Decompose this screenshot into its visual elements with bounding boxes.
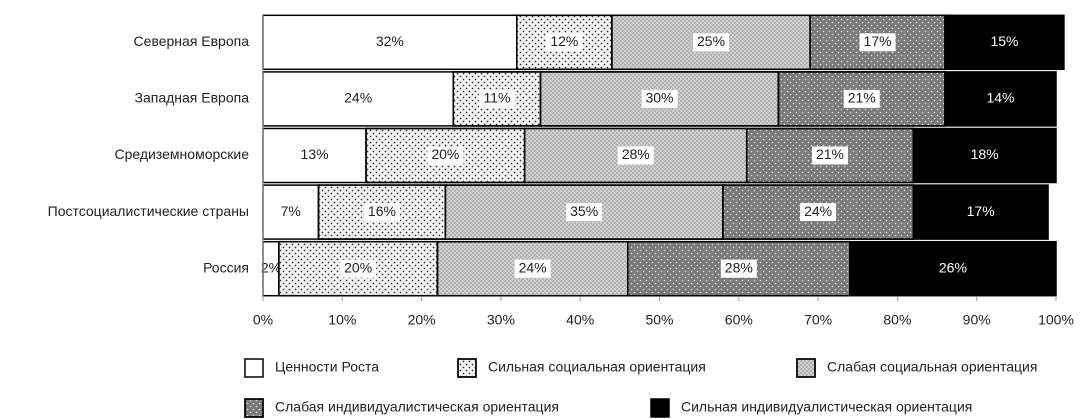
label-bg — [617, 146, 654, 165]
value-label: 17% — [864, 33, 892, 49]
value-label: 16% — [368, 203, 396, 219]
legend-label: Слабая индивидуалистическая ориентация — [275, 399, 559, 415]
x-tick-label: 60% — [725, 312, 753, 328]
x-tick-label: 0% — [253, 312, 273, 328]
legend-label: Сильная социальная ориентация — [488, 359, 706, 375]
label-bg — [859, 33, 896, 52]
legend-label: Сильная индивидуалистическая ориентация — [681, 399, 972, 415]
category-label: Россия — [203, 259, 249, 275]
legend-label: Ценности Роста — [275, 359, 379, 375]
bar-segment — [912, 127, 1057, 184]
label-bg — [427, 146, 464, 165]
value-label: 7% — [281, 203, 301, 219]
value-label: 2% — [261, 259, 281, 275]
label-bg — [800, 203, 837, 222]
x-tick-label: 30% — [487, 312, 515, 328]
value-label: 25% — [697, 33, 725, 49]
bar-segment — [262, 184, 320, 240]
label-bg — [478, 89, 515, 108]
label-bg — [641, 89, 678, 108]
label-bg — [720, 259, 757, 278]
label-bg — [546, 33, 583, 52]
bar-segment — [912, 184, 1049, 240]
label-bg — [514, 259, 551, 278]
category-label: Постсоциалистические страны — [48, 203, 249, 219]
bar-segment — [849, 240, 1057, 297]
category-label: Западная Европа — [135, 90, 250, 106]
value-label: 24% — [344, 90, 372, 106]
x-tick-label: 100% — [1038, 312, 1074, 328]
x-tick-label: 20% — [408, 312, 436, 328]
bar-segment — [944, 71, 1057, 127]
value-label: 18% — [971, 146, 999, 162]
label-bg — [363, 203, 400, 222]
legend-label: Слабая социальная ориентация — [827, 359, 1037, 375]
category-label: Средиземноморские — [115, 146, 250, 162]
x-tick-label: 50% — [645, 312, 673, 328]
legend-swatch — [244, 358, 264, 378]
label-bg — [843, 89, 880, 108]
value-label: 24% — [519, 259, 547, 275]
value-label: 28% — [622, 146, 650, 162]
label-bg — [693, 33, 730, 52]
x-tick-label: 10% — [328, 312, 356, 328]
value-label: 24% — [804, 203, 832, 219]
label-bg — [811, 146, 848, 165]
x-tick-label: 70% — [804, 312, 832, 328]
value-label: 12% — [550, 33, 578, 49]
value-label: 32% — [376, 33, 404, 49]
category-label: Северная Европа — [134, 33, 250, 49]
value-label: 13% — [301, 146, 329, 162]
value-label: 21% — [816, 146, 844, 162]
value-label: 15% — [990, 33, 1018, 49]
legend-pattern — [457, 358, 477, 378]
value-label: 35% — [570, 203, 598, 219]
bar-segment — [944, 14, 1065, 71]
x-tick-label: 40% — [566, 312, 594, 328]
legend-pattern — [796, 358, 816, 378]
bar-segment — [262, 14, 518, 71]
x-tick-label: 90% — [963, 312, 991, 328]
value-label: 26% — [939, 259, 967, 275]
label-bg — [566, 203, 603, 222]
value-label: 14% — [986, 90, 1014, 106]
legend-pattern — [244, 398, 264, 418]
value-label: 11% — [483, 90, 510, 106]
value-label: 20% — [344, 259, 372, 275]
value-label: 21% — [848, 90, 876, 106]
value-label: 17% — [967, 203, 995, 219]
label-bg — [340, 259, 377, 278]
value-label: 28% — [725, 259, 753, 275]
legend-swatch — [650, 398, 670, 418]
value-label: 20% — [431, 146, 459, 162]
x-tick-label: 80% — [883, 312, 911, 328]
value-label: 30% — [645, 90, 673, 106]
bar-segment — [262, 71, 455, 127]
